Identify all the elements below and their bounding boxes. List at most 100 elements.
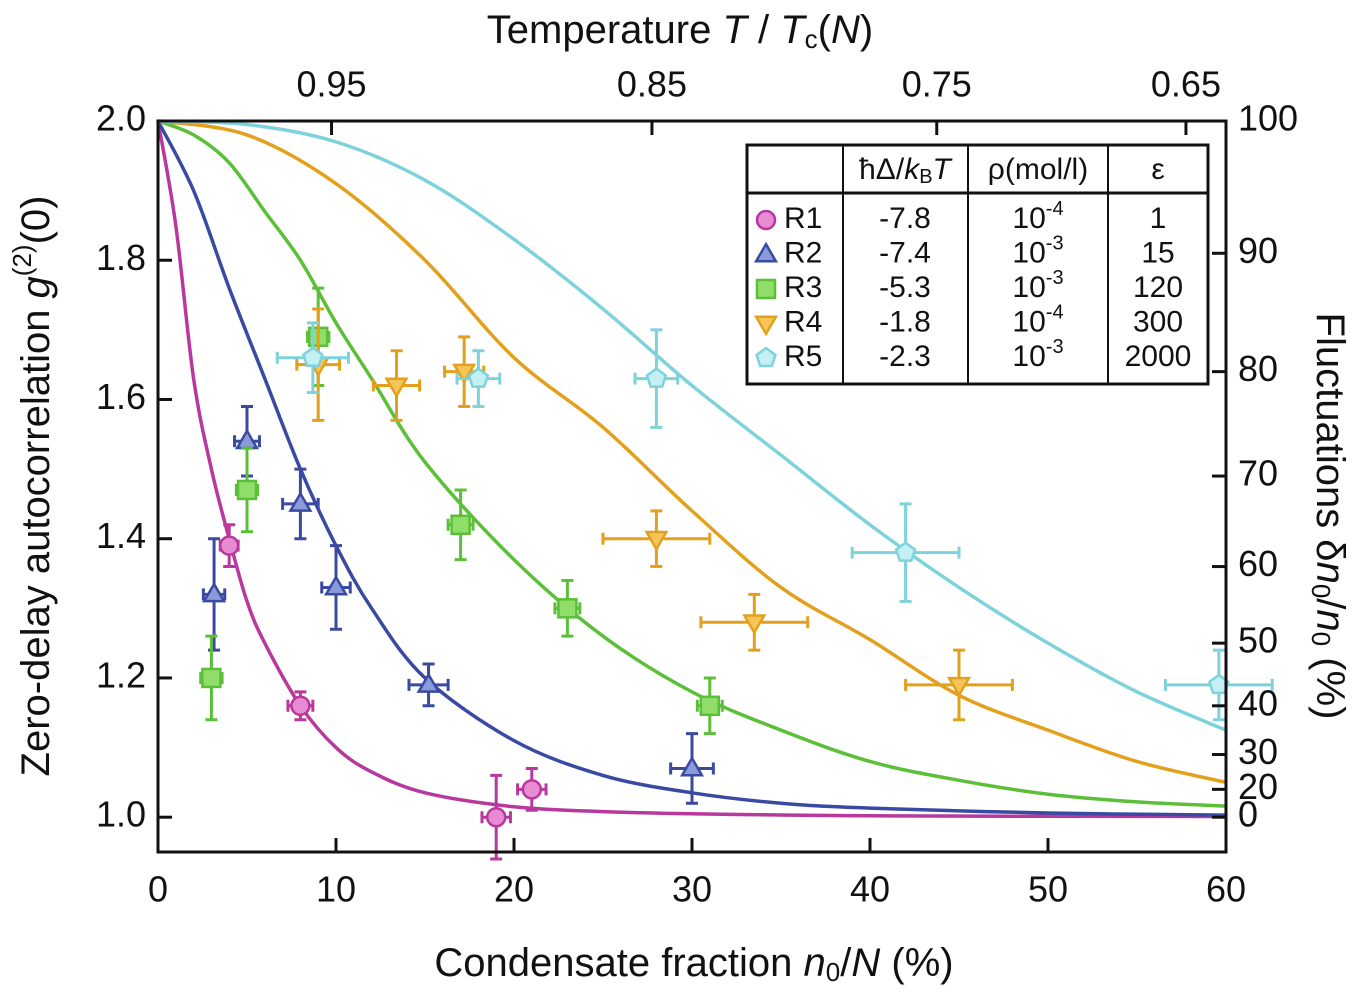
y-tick-label: 1.6: [96, 376, 146, 417]
y2-tick-label: 40: [1238, 682, 1278, 723]
marker: [645, 367, 668, 388]
legend-label: R2: [784, 236, 822, 269]
y-tick-label: 1.8: [96, 237, 146, 278]
y2-tick-label: 30: [1238, 731, 1278, 772]
marker: [323, 574, 349, 596]
marker: [301, 346, 324, 367]
legend-marker: [753, 315, 779, 337]
table-cell: 10-3: [1012, 267, 1063, 304]
table-cell: 15: [1141, 236, 1174, 269]
y2-axis-label: Fluctuations δn0/n0 (%): [1306, 313, 1352, 720]
x2-tick-label: 0.95: [297, 64, 367, 105]
rho-exponent: -3: [1046, 267, 1064, 289]
marker: [679, 755, 705, 777]
x-tick-label: 0: [148, 869, 168, 910]
x-tick-label: 40: [850, 869, 890, 910]
legend-table: ħΔ/kBT ρ(mol/l) ε R1 -7.8 10-4 1R2 -7.4 10-3 1…: [745, 143, 1210, 386]
rho-base: 10: [1012, 202, 1045, 235]
rho-base: 10: [1012, 236, 1045, 269]
marker: [452, 363, 477, 385]
rho-exponent: -4: [1046, 198, 1064, 220]
table-header: ε: [1151, 153, 1164, 186]
x-tick-label: 10: [316, 869, 356, 910]
x2-axis-label: Temperature T / Tc(N): [487, 8, 873, 54]
marker: [201, 667, 222, 689]
marker: [485, 806, 507, 828]
y2-tick-label: 90: [1238, 230, 1278, 271]
table-cell: 10-3: [1012, 336, 1063, 373]
marker: [742, 614, 767, 636]
table-cell: 10-4: [1012, 302, 1063, 339]
y2-tick-label: 50: [1238, 620, 1278, 661]
y2-tick-label: 20: [1238, 766, 1278, 807]
marker: [450, 514, 471, 536]
table-cell: 1: [1150, 202, 1167, 235]
x-tick-label: 20: [494, 869, 534, 910]
rho-exponent: -3: [1046, 233, 1064, 255]
table-frame: [745, 143, 1210, 386]
marker: [467, 367, 490, 388]
marker: [894, 541, 917, 562]
marker: [755, 209, 777, 231]
x-tick-label: 30: [672, 869, 712, 910]
table-header: ρ(mol/l): [988, 153, 1088, 186]
y-tick-label: 2.0: [96, 98, 146, 139]
table-cell: 2000: [1125, 340, 1192, 373]
x2-tick-label: 0.75: [902, 64, 972, 105]
table-cell: -5.3: [879, 271, 931, 304]
rho-exponent: -4: [1046, 302, 1064, 324]
table-cell: -1.8: [879, 305, 931, 338]
y-tick-label: 1.0: [96, 794, 146, 835]
y2-tick-label: 70: [1238, 453, 1278, 494]
fit-curve: [157, 119, 1227, 785]
table-cell: 10-4: [1012, 198, 1063, 235]
marker: [288, 491, 313, 512]
x2-tick-label: 0.85: [617, 64, 687, 105]
marker: [755, 278, 777, 300]
y2-tick-label: 100: [1238, 98, 1298, 139]
marker: [202, 581, 227, 603]
x2-tick-label: 0.65: [1151, 64, 1221, 105]
fit-curve: [157, 119, 1227, 732]
x-tick-label: 60: [1206, 869, 1246, 910]
y2-tick-label: 0: [1238, 794, 1258, 835]
rho-exponent: -3: [1046, 336, 1064, 358]
marker: [218, 535, 240, 556]
legend-label: R1: [784, 202, 822, 235]
legend-label: R3: [784, 271, 822, 304]
marker: [384, 377, 409, 399]
table-cell: 10-3: [1012, 233, 1063, 270]
legend-label: R5: [784, 340, 822, 373]
y2-tick-label: 60: [1238, 543, 1278, 584]
fit-curve: [156, 120, 1227, 819]
y2-tick-label: 80: [1238, 348, 1278, 389]
x-axis-label: Condensate fraction n0/N (%): [434, 941, 953, 987]
rho-base: 10: [1012, 305, 1045, 338]
fit-curve: [156, 120, 1227, 817]
marker: [234, 428, 260, 450]
table-cell: -7.4: [879, 236, 931, 269]
y-axis-label: Zero-delay autocorrelation g(2)(0): [7, 196, 58, 777]
table-header: ħΔ/kBT: [859, 153, 953, 188]
table-cell: 300: [1133, 305, 1183, 338]
table-cell: -7.8: [879, 202, 931, 235]
marker: [521, 779, 543, 800]
marker: [290, 695, 311, 717]
rho-base: 10: [1012, 340, 1045, 373]
y-tick-label: 1.4: [96, 515, 146, 556]
legend-marker: [753, 241, 779, 263]
fit-curve: [157, 119, 1227, 808]
marker: [557, 598, 578, 619]
table-cell: -2.3: [879, 340, 931, 373]
marker: [699, 695, 721, 717]
plot-area: [156, 119, 1274, 861]
legend-label: R4: [784, 305, 822, 338]
marker: [236, 479, 258, 501]
marker: [644, 530, 669, 552]
legend-marker: [755, 346, 777, 368]
x-tick-label: 50: [1028, 869, 1068, 910]
marker: [416, 672, 441, 693]
marker: [946, 676, 972, 698]
